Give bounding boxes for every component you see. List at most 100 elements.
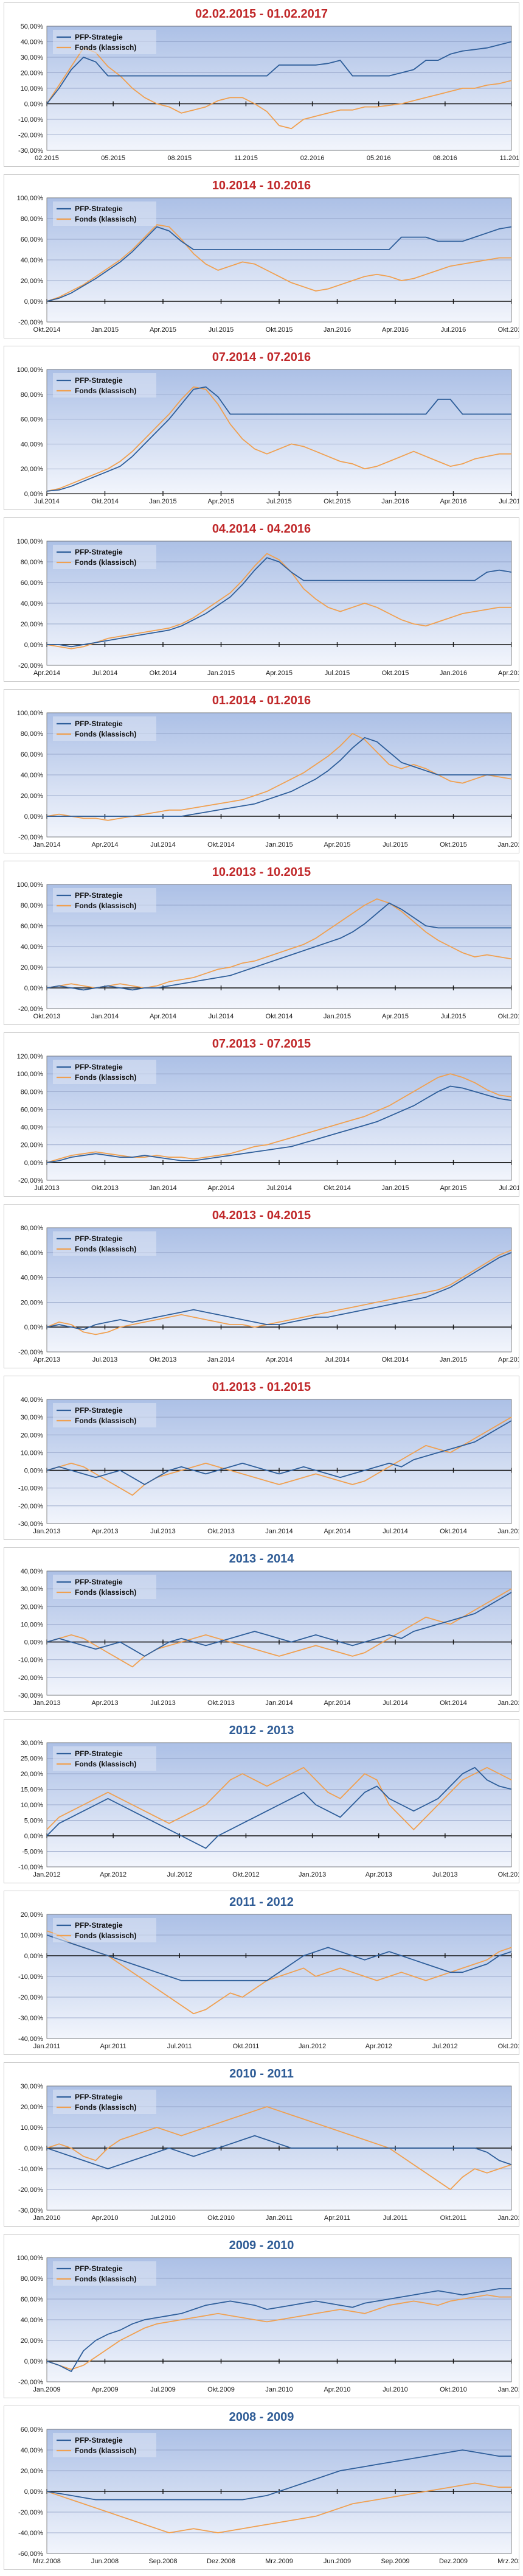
legend-label: PFP-Strategie <box>75 2093 123 2101</box>
x-tick-label: Apr.2010 <box>91 2214 118 2222</box>
y-tick-label: 0,00% <box>24 101 43 108</box>
series-line-fonds-klassisch <box>46 1416 512 1496</box>
y-tick-label: -20,00% <box>18 1177 43 1185</box>
x-tick-label: Apr.2013 <box>91 1699 118 1707</box>
x-tick-label: Jul.2014 <box>34 498 60 505</box>
legend-label: Fonds (klassisch) <box>75 2275 136 2283</box>
x-tick-label: Jan.2013 <box>33 1699 60 1707</box>
x-tick-label: Apr.2014 <box>324 1528 350 1535</box>
y-tick-label: 0,00% <box>24 1833 43 1840</box>
chart-title: 07.2014 - 07.2016 <box>212 351 311 364</box>
chart-title: 2012 - 2013 <box>229 1724 294 1737</box>
legend-label: PFP-Strategie <box>75 1063 123 1071</box>
x-tick-label: Apr.2011 <box>324 2214 350 2222</box>
x-tick-label: 11.2015 <box>234 155 258 162</box>
y-tick-label: 30,00% <box>21 2084 44 2090</box>
x-tick-label: Okt.2014 <box>324 1185 351 1192</box>
y-tick-label: 40,00% <box>21 772 44 779</box>
x-tick-label: Jan.2015 <box>324 1013 351 1020</box>
y-tick-label: 20,00% <box>21 1603 44 1611</box>
y-tick-label: 40,00% <box>21 39 44 46</box>
legend-box <box>53 1231 156 1256</box>
chart-panel: 07.2014 - 07.2016 0,00% 20,00% 40,00% 60,00%… <box>4 346 519 510</box>
x-tick-label: Jan.2016 <box>440 670 467 677</box>
plot-frame <box>46 1570 512 1696</box>
x-tick-label: Okt.2013 <box>91 1185 119 1192</box>
y-tick-label: -10,00% <box>18 1657 43 1664</box>
y-tick-label: -40,00% <box>18 2035 43 2043</box>
y-tick-label: -20,00% <box>18 2186 43 2194</box>
plot-frame <box>46 369 512 494</box>
chart-title: 10.2013 - 10.2015 <box>212 866 311 879</box>
series-line-fonds-klassisch <box>46 2294 511 2370</box>
x-tick-label: Jan.2010 <box>265 2386 293 2393</box>
x-tick-label: Jul.2015 <box>266 498 292 505</box>
x-tick-label: Jul.2015 <box>441 1013 466 1020</box>
y-tick-label: -60,00% <box>18 2550 43 2558</box>
x-tick-label: Jan.2016 <box>497 841 519 849</box>
x-tick-label: Jul.2014 <box>383 1528 408 1535</box>
x-tick-label: Apr.2011 <box>100 2043 126 2050</box>
x-tick-label: Okt.2009 <box>207 2386 235 2393</box>
y-tick-label: -30,00% <box>18 2015 43 2022</box>
series-line-pfp-strategie <box>46 226 512 302</box>
y-tick-label: 0,00% <box>24 491 43 498</box>
x-tick-label: Jun.2009 <box>324 2558 351 2565</box>
y-tick-label: 40,00% <box>21 1397 44 1404</box>
y-tick-label: 0,00% <box>24 2145 43 2152</box>
x-tick-label: Okt.2013 <box>207 1528 235 1535</box>
x-tick-label: Jan.2015 <box>497 1528 519 1535</box>
line-chart: -20,00% 0,00% 20,00% 40,00% 60,00% 80,00% Apr.… <box>18 1225 519 1363</box>
x-tick-label: Jan.2011 <box>33 2043 60 2050</box>
x-tick-label: Okt.2013 <box>150 1356 177 1363</box>
x-tick-label: Apr.2014 <box>33 670 60 677</box>
x-tick-label: 05.2016 <box>367 155 391 162</box>
x-tick-label: Jan.2013 <box>33 1528 60 1535</box>
y-tick-label: 60,00% <box>21 236 44 243</box>
y-tick-label: -10,00% <box>18 1973 43 1981</box>
y-tick-label: 80,00% <box>21 391 44 399</box>
legend-label: PFP-Strategie <box>75 205 123 213</box>
legend-box <box>53 1918 156 1942</box>
y-tick-label: 10,00% <box>21 1932 44 1939</box>
x-tick-label: Mrz.2009 <box>265 2558 293 2565</box>
series-line-pfp-strategie <box>46 1934 512 1981</box>
x-tick-label: Okt.2010 <box>207 2214 235 2222</box>
y-tick-label: -10,00% <box>18 1864 43 1871</box>
x-tick-label: Jan.2014 <box>265 1699 293 1707</box>
chart-title: 04.2014 - 04.2016 <box>212 522 311 536</box>
legend-label: Fonds (klassisch) <box>75 1073 136 1082</box>
legend-box <box>53 1403 156 1427</box>
line-chart: 0,00% 20,00% 40,00% 60,00% 80,00% 100,00% Jul.… <box>17 367 519 505</box>
y-tick-label: 80,00% <box>21 215 44 223</box>
x-tick-label: Okt.2015 <box>440 841 467 849</box>
series-line-pfp-strategie <box>46 386 511 492</box>
x-tick-label: Jul.2014 <box>92 670 118 677</box>
x-tick-label: Jul.2015 <box>499 1185 519 1192</box>
x-tick-label: Jan.2014 <box>207 1356 235 1363</box>
y-tick-label: 30,00% <box>21 1414 44 1421</box>
legend-label: Fonds (klassisch) <box>75 2103 136 2112</box>
legend-box <box>53 373 156 397</box>
line-chart: -20,00% 0,00% 20,00% 40,00% 60,00% 80,00% 100,… <box>17 2255 519 2393</box>
y-tick-label: -20,00% <box>18 1994 43 2001</box>
y-tick-label: 100,00% <box>17 882 44 889</box>
x-tick-label: Okt.2016 <box>498 326 519 334</box>
y-tick-label: 40,00% <box>21 2447 44 2454</box>
x-tick-label: Jul.2014 <box>150 841 176 849</box>
chart-title: 2010 - 2011 <box>229 2067 294 2081</box>
x-tick-label: Jul.2014 <box>325 1356 350 1363</box>
y-tick-label: 100,00% <box>17 1071 44 1078</box>
x-tick-label: Jan.2011 <box>266 2214 293 2222</box>
x-tick-label: Jan.2016 <box>381 498 409 505</box>
line-chart: -40,00% -30,00% -20,00% -10,00% 0,00% 10,00% 2… <box>18 1912 519 2050</box>
x-tick-label: Jan.2015 <box>207 670 235 677</box>
x-tick-label: Apr.2016 <box>440 498 466 505</box>
y-tick-label: 40,00% <box>21 441 44 448</box>
x-tick-label: Apr.2015 <box>150 326 176 334</box>
y-tick-label: -20,00% <box>18 834 43 841</box>
line-chart: -20,00% 0,00% 20,00% 40,00% 60,00% 80,00% 100,… <box>17 1054 519 1192</box>
plot-frame <box>46 1227 512 1353</box>
y-tick-label: 20,00% <box>21 964 44 971</box>
